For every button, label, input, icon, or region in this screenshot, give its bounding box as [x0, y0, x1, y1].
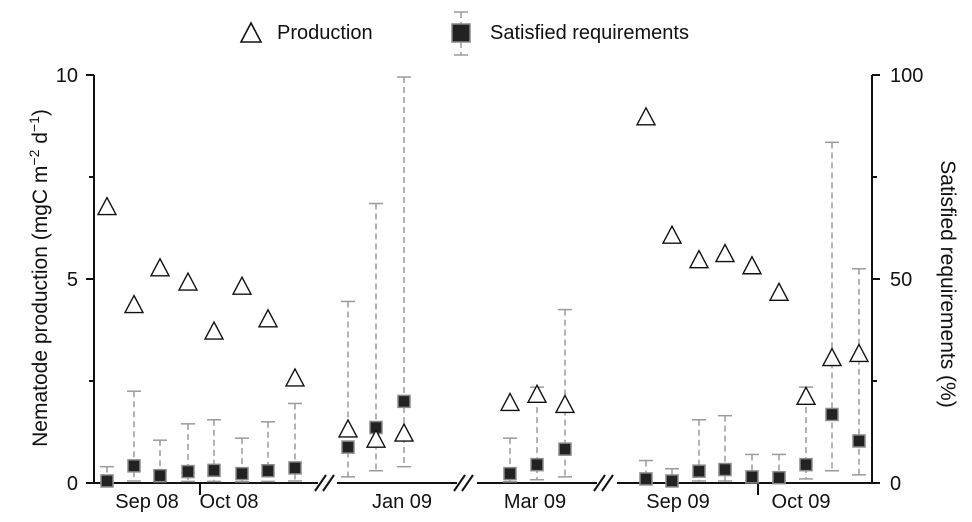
satisfied-point — [639, 472, 653, 486]
production-point — [177, 271, 199, 291]
satisfied-point — [288, 461, 302, 475]
axis-break-mark — [601, 474, 614, 492]
x-group-label: Mar 09 — [504, 491, 566, 513]
satisfied-point — [745, 470, 759, 484]
axis-break-mark — [314, 474, 327, 492]
production-point — [795, 385, 817, 406]
x-group-label: Oct 08 — [200, 491, 259, 513]
satisfied-point — [153, 468, 167, 483]
satisfied-point — [181, 464, 195, 479]
y-axis-label-left: Nematode production (mgC m−2 d−1) — [26, 109, 52, 447]
production-point — [231, 275, 253, 295]
satisfied-point — [100, 474, 114, 488]
production-point — [284, 367, 306, 387]
production-point — [149, 257, 171, 277]
production-point — [714, 243, 736, 263]
satisfied-point — [852, 434, 866, 448]
production-point — [257, 308, 279, 328]
satisfied-point — [341, 440, 355, 454]
x-group-label: Sep 09 — [646, 491, 709, 513]
satisfied-point — [692, 464, 706, 478]
production-point — [337, 418, 359, 438]
legend-square-marker — [451, 11, 471, 56]
satisfied-point — [799, 457, 813, 472]
legend-satisfied-label: Satisfied requirements — [490, 22, 689, 44]
right-tick-label: 50 — [890, 269, 912, 291]
satisfied-point — [772, 470, 786, 485]
satisfied-point — [718, 462, 732, 477]
satisfied-point — [127, 459, 141, 473]
satisfied-point — [825, 407, 839, 422]
production-point — [123, 294, 145, 314]
production-point — [554, 393, 576, 414]
left-tick-label: 0 — [67, 473, 78, 495]
axis-break-mark — [322, 474, 335, 492]
production-point — [688, 249, 710, 269]
satisfied-point — [235, 466, 249, 481]
legend-triangle-marker — [239, 21, 263, 43]
production-point — [848, 342, 870, 363]
y-axis-label-right: Satisfied requirements (%) — [936, 160, 959, 407]
production-point — [526, 383, 548, 403]
production-point — [499, 391, 521, 412]
x-group-label: Sep 08 — [115, 491, 178, 513]
satisfied-point — [207, 463, 221, 478]
right-tick-label: 0 — [890, 473, 901, 495]
satisfied-point — [665, 474, 679, 488]
axis-break-mark — [461, 474, 474, 492]
production-point — [741, 255, 763, 275]
production-point — [203, 320, 225, 340]
legend-production-label: Production — [277, 22, 373, 44]
x-group-label: Oct 09 — [772, 491, 831, 513]
production-point — [365, 428, 387, 448]
axis-break-mark — [453, 474, 466, 492]
production-point — [393, 422, 415, 442]
left-tick-label: 10 — [56, 65, 78, 87]
left-tick-label: 5 — [67, 269, 78, 291]
right-tick-label: 100 — [890, 65, 923, 87]
satisfied-point — [530, 457, 544, 472]
satisfied-point — [503, 466, 517, 481]
x-group-label: Jan 09 — [372, 491, 432, 513]
satisfied-point — [397, 394, 411, 409]
x-axis-labels: Sep 08 Oct 08 Jan 09 Mar 09 Sep 09 Oct 09 — [115, 491, 830, 513]
production-point — [96, 196, 118, 216]
production-point — [635, 106, 657, 126]
legend: Production Satisfied requirements — [239, 11, 689, 56]
axis-break-mark — [593, 474, 606, 492]
error-bars — [100, 76, 866, 483]
satisfied-point — [558, 442, 572, 456]
satisfied-point — [261, 464, 275, 478]
markers — [96, 106, 870, 488]
production-point — [661, 224, 683, 244]
production-point — [821, 347, 843, 367]
production-point — [768, 281, 790, 301]
